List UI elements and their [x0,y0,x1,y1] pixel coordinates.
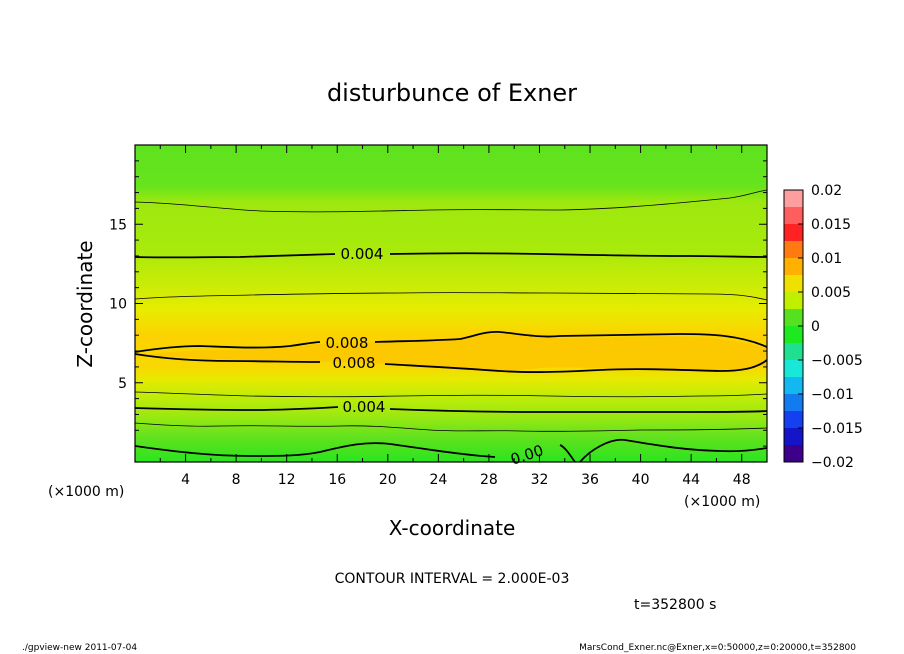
x-tick-label: 40 [632,472,650,488]
colorbar-cell [784,309,803,327]
colorbar-tick-label: −0.01 [811,387,854,403]
colorbar-cell [784,275,803,293]
contour-0.006-lower [135,391,767,398]
contour-interval: CONTOUR INTERVAL = 2.000E-03 [335,571,570,587]
x-unit-right: (×1000 m) [684,494,760,510]
contour-0.00 [135,438,767,462]
contour-0.002-lower [135,422,767,432]
colorbar-tick-label: −0.015 [811,421,863,437]
colorbar-cell [784,343,803,361]
contour-labels: 0.004 0.008 0.008 0.004 0.00 [326,245,546,469]
colorbar-cell [784,411,803,429]
colorbar-cell [784,258,803,276]
contour-0.004-lower [135,406,767,413]
y-tick-label: 10 [109,297,127,313]
colorbar-cells [784,190,803,463]
x-tick-label: 32 [531,472,549,488]
colorbar: 0.02 0.015 0.01 0.005 0 −0.005 −0.01 −0.015 −0.0… [783,183,863,471]
contour-0.008-upper [135,330,767,353]
colorbar-cell [784,428,803,446]
contour-label-0.004-lower: 0.004 [343,398,386,416]
shaded-field [135,145,767,462]
footer-right: MarsCond_Exner.nc@Exner,x=0:50000,z=0:20… [579,643,856,653]
y-axis-label: Z-coordinate [73,240,97,367]
x-tick-label: 28 [480,472,498,488]
x-tick-label: 12 [278,472,296,488]
x-unit-left: (×1000 m) [48,484,124,500]
y-tick-label: 15 [109,217,127,233]
x-tick-label: 4 [181,472,190,488]
colorbar-tick-label: 0.005 [811,285,851,301]
colorbar-tick-label: −0.02 [811,455,854,471]
x-tick-label: 20 [379,472,397,488]
colorbar-cell [784,292,803,310]
colorbar-ticks: 0.02 0.015 0.01 0.005 0 −0.005 −0.01 −0.015 −0.0… [798,183,863,471]
y-tick-label: 5 [118,376,127,392]
colorbar-cell [784,360,803,378]
colorbar-tick-label: 0 [811,319,820,335]
contour-0.006-upper [135,292,767,301]
colorbar-tick-label: −0.005 [811,353,863,369]
y-axis-ticks: 5 10 15 [109,160,767,447]
contour-0.002-upper [135,189,767,213]
colorbar-tick-label: 0.015 [811,217,851,233]
x-tick-label: 24 [429,472,447,488]
footer-left: ./gpview-new 2011-07-04 [22,643,137,653]
x-tick-label: 16 [328,472,346,488]
colorbar-cell [784,224,803,242]
colorbar-cell [784,394,803,412]
contour-0.008-lower [135,353,767,373]
x-tick-label: 8 [232,472,241,488]
colorbar-tick-label: 0.01 [811,251,842,267]
time-label: t=352800 s [634,597,716,613]
chart-title: disturbunce of Exner [327,79,577,107]
colorbar-cell [784,445,803,463]
colorbar-cell [784,190,803,208]
x-tick-label: 36 [581,472,599,488]
colorbar-cell [784,377,803,395]
x-axis-ticks: 4 8 12 16 20 24 28 32 36 40 44 48 [159,145,751,488]
colorbar-cell [784,326,803,344]
colorbar-cell [784,241,803,259]
x-tick-label: 44 [682,472,700,488]
x-axis-label: X-coordinate [389,516,516,540]
colorbar-cell [784,207,803,225]
contour-label-0.004-upper: 0.004 [341,245,384,263]
max-region-shade [135,334,767,372]
colorbar-tick-label: 0.02 [811,183,842,199]
plot-area [134,144,768,463]
contour-label-0.008-upper: 0.008 [326,334,369,352]
contour-label-0.008-lower: 0.008 [333,354,376,372]
contour-0.004-upper [135,252,767,259]
x-tick-label: 48 [733,472,751,488]
